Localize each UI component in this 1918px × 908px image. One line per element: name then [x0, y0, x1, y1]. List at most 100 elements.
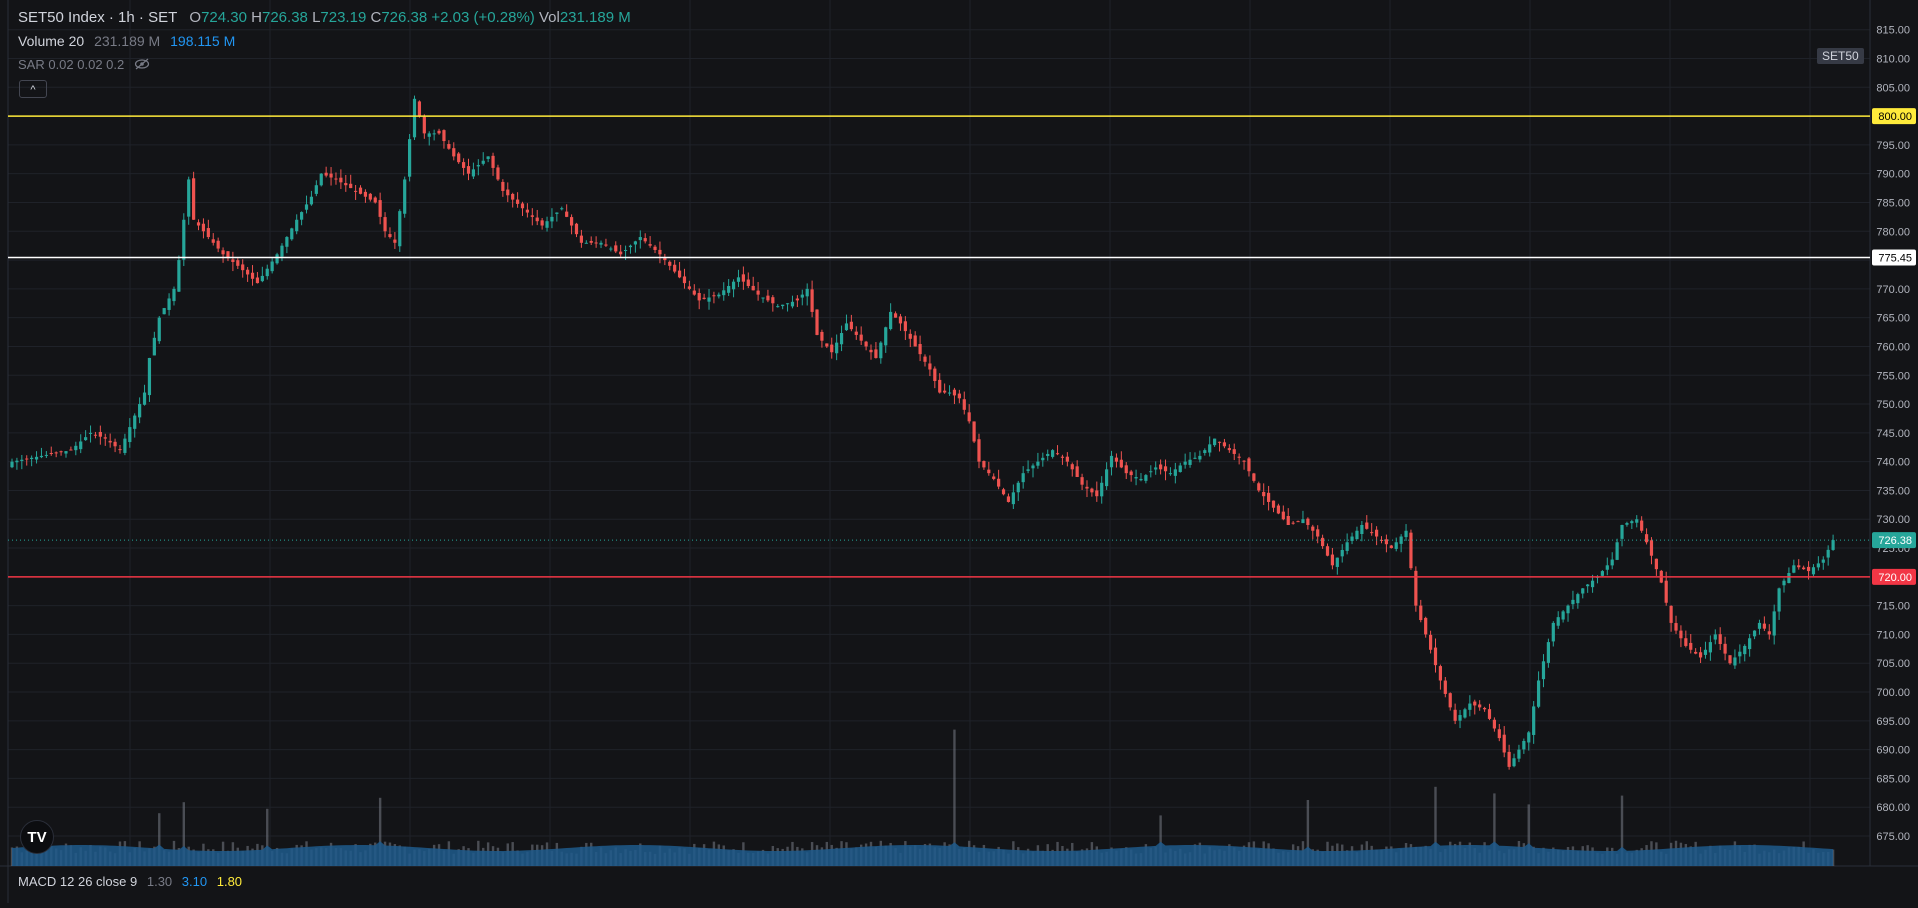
candle-body: [1109, 455, 1114, 468]
candle-body: [619, 251, 623, 255]
y-tick-label: 795.00: [1876, 140, 1910, 152]
candle-body: [1320, 537, 1325, 547]
candle-body: [344, 183, 348, 186]
candle-body: [1708, 642, 1712, 653]
candle-body: [761, 297, 765, 299]
y-tick-label: 805.00: [1876, 82, 1910, 94]
candle-body: [128, 427, 132, 443]
candle-body: [697, 292, 701, 301]
y-tick-label: 780.00: [1876, 226, 1910, 238]
candle-body: [805, 288, 809, 297]
horizontal-price-lines[interactable]: [8, 115, 1870, 578]
candle-body: [221, 250, 225, 255]
candle-body: [594, 242, 598, 244]
candle-body: [1227, 448, 1231, 451]
candle-body: [1193, 457, 1197, 459]
candle-body: [1581, 588, 1585, 594]
candle-body: [1463, 709, 1467, 718]
candle-body: [54, 452, 58, 454]
candle-body: [933, 368, 937, 382]
candle-body: [1728, 655, 1732, 664]
candle-body: [1762, 623, 1766, 629]
candle-body: [157, 317, 161, 342]
candle-body: [977, 439, 981, 462]
candle-body: [565, 211, 569, 217]
candle-body: [206, 228, 210, 238]
collapse-legend-button[interactable]: ^: [19, 80, 47, 98]
candle-body: [113, 441, 117, 447]
eye-hidden-icon[interactable]: [134, 58, 150, 73]
candle-body: [192, 178, 196, 220]
macd-value-2: 3.10: [181, 874, 208, 889]
candle-body: [874, 349, 878, 358]
symbol-title[interactable]: SET50 Index · 1h · SET: [18, 9, 178, 26]
candle-body: [1119, 459, 1123, 468]
candle-body: [864, 341, 868, 347]
candle-body: [1041, 457, 1045, 461]
candle-body: [491, 155, 495, 168]
candle-body: [1370, 532, 1374, 534]
candle-body: [172, 288, 176, 302]
volume-study-value: 231.189 M: [94, 33, 161, 49]
candle-body: [1566, 605, 1570, 614]
candle-body: [84, 437, 88, 441]
candle-body: [1497, 729, 1501, 739]
candle-body: [1129, 471, 1133, 476]
candle-body: [859, 334, 863, 341]
candle-body: [663, 257, 667, 261]
candle-body: [1237, 456, 1241, 458]
volume-bar: [266, 808, 269, 866]
volume-bars: [10, 729, 1835, 866]
open-label: O: [189, 9, 202, 26]
candle-body: [1159, 464, 1163, 470]
candle-body: [844, 323, 849, 331]
volume-study-legend[interactable]: Volume 20 231.189 M 198.115 M: [18, 33, 235, 49]
candle-body: [520, 203, 525, 209]
candle-body: [1036, 461, 1040, 466]
candle-body: [1586, 584, 1590, 587]
macd-study-legend[interactable]: MACD 12 26 close 9 1.30 3.10 1.80: [18, 874, 242, 889]
candle-body: [692, 290, 696, 295]
candle-body: [1311, 526, 1315, 531]
candle-body: [1006, 496, 1011, 502]
candle-body: [1301, 519, 1305, 524]
y-tick-label: 790.00: [1876, 169, 1910, 181]
candle-body: [736, 277, 741, 282]
candle-body: [481, 160, 485, 164]
candle-body: [1674, 623, 1678, 631]
candle-body: [1409, 532, 1413, 569]
candle-body: [1276, 505, 1281, 514]
candle-body: [1590, 580, 1595, 588]
sar-study-legend[interactable]: SAR 0.02 0.02 0.2: [18, 57, 150, 73]
candle-body: [1689, 642, 1693, 650]
tradingview-logo-icon[interactable]: TV: [20, 820, 54, 854]
candle-body: [93, 434, 98, 436]
candle-body: [103, 437, 107, 439]
candle-body: [44, 454, 48, 456]
price-axis[interactable]: 815.00 810.00 805.00 800.00 795.00 790.00 785.…: [1872, 25, 1916, 843]
volume-bar: [1434, 786, 1437, 866]
candle-body: [1698, 652, 1703, 658]
candle-body: [486, 156, 490, 159]
candle-body: [427, 133, 431, 137]
candle-body: [1350, 536, 1354, 541]
candle-body: [10, 461, 14, 468]
candle-body: [309, 196, 314, 205]
price-line-label-1-bg: [1872, 249, 1916, 266]
candle-body: [1016, 482, 1020, 493]
price-line-label-0: 800.00: [1878, 111, 1912, 123]
candle-body: [1340, 549, 1344, 557]
candle-body: [584, 242, 588, 244]
candle-body: [1134, 477, 1138, 479]
candle-body: [1281, 511, 1285, 520]
candle-body: [407, 139, 412, 177]
y-tick-label: 685.00: [1876, 773, 1910, 785]
change-value: +2.03 (+0.28%): [431, 9, 535, 26]
candle-body: [731, 281, 736, 290]
macd-value-3: 1.80: [216, 874, 243, 889]
candle-body: [687, 286, 691, 289]
candle-body: [972, 421, 976, 442]
candle-body: [358, 187, 363, 194]
